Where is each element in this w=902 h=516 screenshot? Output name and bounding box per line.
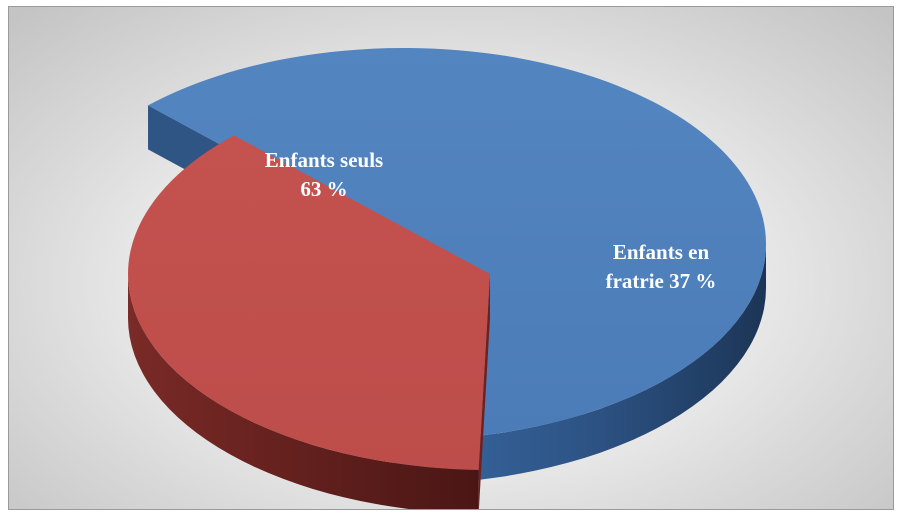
pie-slice-cut-2-1 — [478, 274, 490, 509]
pie-slice-top-1 — [148, 48, 766, 441]
chart-frame: Enfants seuls 63 % Enfants en fratrie 37 % — [8, 6, 894, 510]
pie-slice-2 — [128, 135, 490, 509]
slice-label-2: Enfants en fratrie 37 % — [606, 240, 717, 293]
pie-slice-side-2 — [128, 274, 479, 509]
pie-chart: Enfants seuls 63 % Enfants en fratrie 37 % — [128, 48, 766, 509]
pie-slice-top-2 — [128, 135, 490, 470]
slice-label-1: Enfants seuls 63 % — [265, 148, 383, 201]
